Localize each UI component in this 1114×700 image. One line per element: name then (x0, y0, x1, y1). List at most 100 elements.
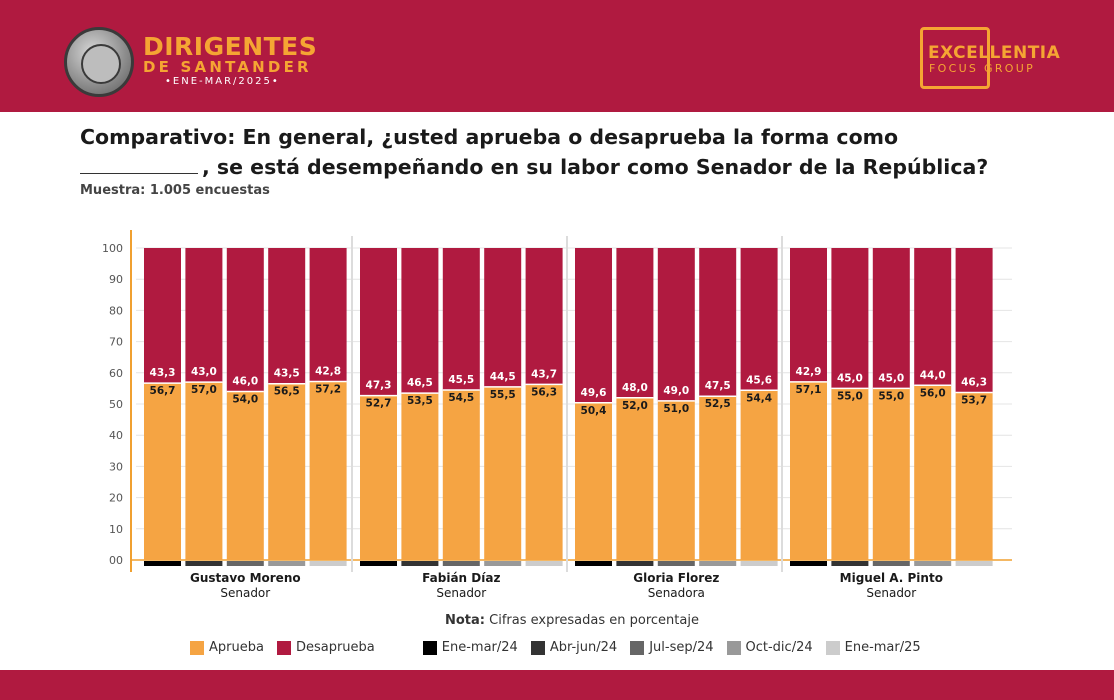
partner-line2: FOCUS GROUP (929, 62, 1036, 75)
legend-item-period-0: Ene-mar/24 (422, 640, 518, 655)
data-label-desaprueba: 43,7 (531, 368, 557, 380)
y-tick-label: 80 (109, 304, 123, 317)
bar-aprueba (740, 390, 778, 560)
bar-desaprueba (525, 248, 563, 385)
sample-size: Muestra: 1.005 encuestas (80, 183, 270, 198)
legend-label: Ene-mar/25 (844, 640, 921, 655)
title-line1: Comparativo: En general, ¿usted aprueba … (80, 125, 899, 149)
period-marker (914, 561, 952, 566)
data-label-aprueba: 55,5 (490, 389, 516, 401)
period-marker (525, 561, 563, 566)
bar-desaprueba (226, 248, 264, 392)
partner-line1: EXCELLENTIA (928, 43, 1061, 63)
period-marker (185, 561, 223, 566)
data-label-aprueba: 53,5 (407, 395, 433, 407)
data-label-aprueba: 57,0 (191, 384, 217, 396)
legend-swatch (422, 640, 437, 655)
x-group-sublabel: Senador (220, 586, 270, 600)
data-label-desaprueba: 42,8 (315, 366, 341, 378)
data-label-aprueba: 56,5 (274, 386, 300, 398)
bar-aprueba (401, 393, 439, 560)
bar-aprueba (309, 381, 347, 560)
bar-desaprueba (914, 248, 952, 386)
data-label-desaprueba: 49,0 (663, 385, 689, 397)
bar-desaprueba (268, 248, 306, 384)
brand-line3: •ENE-MAR/2025• (165, 76, 280, 87)
period-marker (360, 561, 397, 566)
bar-desaprueba (442, 248, 480, 390)
legend-item-period-3: Oct-dic/24 (726, 640, 813, 655)
data-label-desaprueba: 42,9 (796, 366, 822, 378)
data-label-desaprueba: 43,3 (150, 367, 176, 379)
x-group-sublabel: Senador (866, 586, 916, 600)
y-tick-label: 30 (109, 460, 123, 473)
bar-desaprueba (575, 248, 612, 403)
period-marker (872, 561, 910, 566)
bar-desaprueba (740, 248, 778, 391)
legend-swatch (726, 640, 741, 655)
bar-aprueba (616, 397, 654, 560)
period-marker (575, 561, 612, 566)
legend-item-desaprueba: Desaprueba (276, 640, 375, 655)
data-label-desaprueba: 44,0 (920, 369, 946, 381)
data-label-aprueba: 57,2 (315, 384, 341, 396)
period-marker (268, 561, 306, 566)
data-label-desaprueba: 43,0 (191, 366, 217, 378)
x-group-label: Fabián Díaz (422, 571, 500, 585)
data-label-aprueba: 50,4 (581, 405, 607, 417)
bar-aprueba (872, 388, 910, 560)
bar-desaprueba (657, 248, 695, 401)
y-tick-label: 100 (102, 242, 123, 255)
x-group-sublabel: Senadora (648, 586, 705, 600)
data-label-desaprueba: 47,3 (366, 380, 392, 392)
bar-aprueba (955, 392, 993, 560)
legend: Aprueba Desaprueba Ene-mar/24 Abr-jun/24… (190, 640, 934, 655)
y-tick-label: 50 (109, 398, 123, 411)
y-tick-label: 60 (109, 367, 123, 380)
data-label-aprueba: 56,0 (920, 387, 946, 399)
y-tick-label: 40 (109, 429, 123, 442)
data-label-aprueba: 57,1 (796, 384, 822, 396)
header-band (0, 0, 1114, 112)
legend-item-period-1: Abr-jun/24 (530, 640, 617, 655)
bar-desaprueba (955, 248, 993, 393)
legend-swatch (190, 640, 204, 655)
y-tick-label: 10 (109, 523, 123, 536)
bar-aprueba (144, 383, 181, 560)
x-group-label: Gloria Florez (633, 571, 719, 585)
bar-aprueba (360, 395, 397, 560)
period-marker (831, 561, 869, 566)
data-label-desaprueba: 46,3 (961, 376, 987, 388)
data-label-desaprueba: 47,5 (705, 380, 731, 392)
bar-aprueba (442, 389, 480, 560)
data-label-desaprueba: 44,5 (490, 371, 516, 383)
title-line2: , se está desempeñando en su labor como … (202, 155, 989, 179)
data-label-desaprueba: 49,6 (581, 387, 607, 399)
legend-swatch (530, 640, 545, 655)
data-label-aprueba: 55,0 (878, 390, 904, 402)
data-label-aprueba: 55,0 (837, 390, 863, 402)
data-label-aprueba: 51,0 (663, 403, 689, 415)
bar-desaprueba (309, 248, 347, 382)
data-label-desaprueba: 48,0 (622, 382, 648, 394)
y-tick-label: 90 (109, 273, 123, 286)
legend-swatch (276, 640, 291, 655)
period-marker (484, 561, 522, 566)
brand-line2: DE SANTANDER (143, 58, 312, 76)
x-group-label: Gustavo Moreno (190, 571, 301, 585)
bar-aprueba (790, 381, 827, 560)
data-label-desaprueba: 45,0 (878, 372, 904, 384)
bar-aprueba (268, 383, 306, 560)
note-text: Cifras expresadas en porcentaje (489, 613, 699, 628)
legend-label: Ene-mar/24 (441, 640, 518, 655)
bar-desaprueba (401, 248, 439, 394)
data-label-aprueba: 54,5 (448, 392, 474, 404)
bar-desaprueba (831, 248, 869, 389)
bar-aprueba (525, 384, 563, 560)
chart-title: Comparativo: En general, ¿usted aprueba … (80, 122, 1080, 182)
bar-desaprueba (144, 248, 181, 384)
excellentia-logo-frame (920, 27, 990, 89)
bar-desaprueba (790, 248, 827, 382)
bar-aprueba (831, 388, 869, 560)
